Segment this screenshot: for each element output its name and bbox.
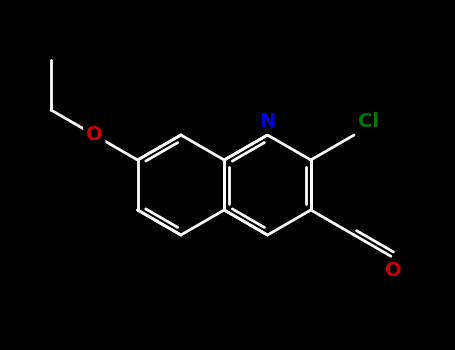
Text: N: N xyxy=(259,112,276,131)
Text: O: O xyxy=(86,126,103,145)
Text: O: O xyxy=(385,261,402,280)
Text: Cl: Cl xyxy=(358,112,379,131)
